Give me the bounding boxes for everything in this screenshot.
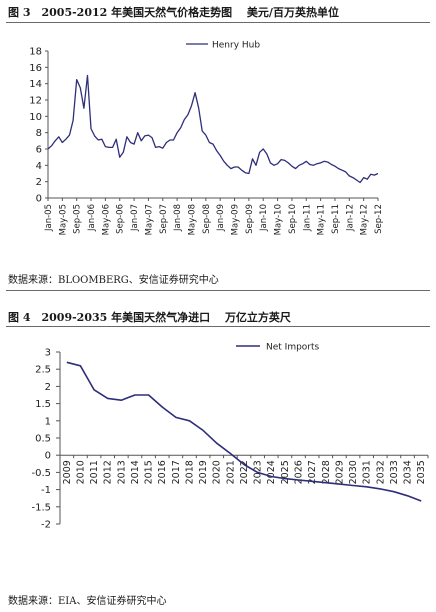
x-tick-label: Jan-05 bbox=[44, 204, 54, 232]
x-tick-label: 2030 bbox=[348, 460, 359, 484]
legend-label: Net Imports bbox=[266, 343, 320, 353]
x-tick-label: 2020 bbox=[212, 460, 223, 484]
x-tick-label: 2009 bbox=[62, 460, 73, 484]
series-line-henry-hub bbox=[47, 74, 379, 184]
x-tick-label: 2014 bbox=[130, 460, 141, 484]
x-tick-label: Sep-10 bbox=[288, 204, 298, 234]
x-tick-label: Sep-12 bbox=[374, 204, 384, 234]
y-tick-label: 16 bbox=[29, 63, 42, 74]
x-tick-label: Sep-07 bbox=[159, 204, 169, 234]
y-tick-label: 0.5 bbox=[35, 434, 51, 445]
y-tick-label: 2.5 bbox=[35, 365, 51, 376]
x-tick-label: 2031 bbox=[362, 460, 373, 484]
x-tick-label: May-12 bbox=[360, 204, 370, 235]
x-tick-label: May-05 bbox=[58, 204, 68, 235]
y-tick-label: 2 bbox=[45, 382, 51, 393]
legend-label: Henry Hub bbox=[212, 41, 260, 51]
x-tick-label: 2011 bbox=[89, 460, 100, 484]
x-tick-label: May-06 bbox=[101, 204, 111, 235]
title-rule bbox=[6, 22, 430, 23]
x-tick-label: 2019 bbox=[198, 460, 209, 484]
x-tick-label: 2032 bbox=[375, 460, 386, 484]
x-tick-label: 2028 bbox=[321, 460, 332, 484]
x-tick-label: Sep-09 bbox=[245, 204, 255, 234]
y-tick-label: 1.5 bbox=[35, 399, 51, 410]
x-tick-label: 2012 bbox=[103, 460, 114, 484]
x-tick-label: 2017 bbox=[171, 460, 182, 484]
x-tick-label: 2010 bbox=[75, 460, 86, 484]
figure-4-source: 数据来源：EIA、安信证券研究中心 bbox=[8, 596, 167, 607]
x-tick-label: Sep-11 bbox=[331, 204, 341, 234]
figure-4-title: 图 4 2009-2035 年美国天然气净进口 万亿立方英尺 bbox=[8, 311, 291, 324]
y-tick-label: -0.5 bbox=[31, 468, 51, 479]
x-tick-label: 2029 bbox=[334, 460, 345, 484]
x-tick-label: 2025 bbox=[280, 460, 291, 484]
x-tick-label: Jan-11 bbox=[302, 204, 312, 232]
y-tick-label: 8 bbox=[36, 128, 42, 139]
x-tick-label: 2034 bbox=[403, 460, 414, 484]
y-tick-label: 0 bbox=[45, 451, 51, 462]
x-tick-label: 2018 bbox=[184, 460, 195, 484]
x-tick-label: Sep-08 bbox=[202, 204, 212, 234]
title-rule bbox=[6, 326, 430, 327]
y-tick-label: -1 bbox=[41, 485, 51, 496]
x-tick-label: Sep-05 bbox=[73, 204, 83, 234]
source-rule bbox=[6, 290, 430, 291]
x-tick-label: Jan-08 bbox=[173, 204, 183, 232]
y-tick-label: -1.5 bbox=[31, 502, 51, 513]
x-tick-label: 2022 bbox=[239, 460, 250, 484]
y-tick-label: 10 bbox=[29, 112, 42, 123]
x-tick-label: 2015 bbox=[144, 460, 155, 484]
x-tick-label: Jan-06 bbox=[87, 204, 97, 232]
x-tick-label: 2027 bbox=[307, 460, 318, 484]
x-tick-label: 2026 bbox=[294, 460, 305, 484]
price-chart: 0 2 4 6 8 10 12 14 16 18 Jan-05 May-05 Sep-05 Jan-06 M… bbox=[29, 41, 384, 236]
x-tick-label: May-10 bbox=[274, 204, 284, 235]
x-tick-label: May-08 bbox=[187, 204, 197, 235]
series-line-net-imports bbox=[66, 361, 422, 502]
y-tick-label: 2 bbox=[36, 177, 42, 188]
y-tick-label: 0 bbox=[36, 194, 42, 205]
y-tick-label: -2 bbox=[41, 520, 51, 531]
y-tick-label: 4 bbox=[36, 161, 42, 172]
x-tick-label: Jan-10 bbox=[259, 204, 269, 232]
y-tick-label: 1 bbox=[45, 416, 51, 427]
x-tick-label: 2021 bbox=[225, 460, 236, 484]
x-tick-label: 2033 bbox=[389, 460, 400, 484]
x-tick-label: Jan-12 bbox=[345, 204, 355, 232]
y-tick-label: 3 bbox=[45, 348, 51, 359]
x-tick-label: May-09 bbox=[231, 204, 241, 235]
figure-3-source: 数据来源：BLOOMBERG、安信证券研究中心 bbox=[8, 275, 219, 286]
x-tick-label: Sep-06 bbox=[116, 204, 126, 234]
x-tick-label: May-07 bbox=[144, 204, 154, 235]
x-tick-label: 2016 bbox=[157, 460, 168, 484]
y-tick-label: 12 bbox=[29, 96, 42, 107]
x-tick-label: 2024 bbox=[266, 460, 277, 484]
figure-3-title: 图 3 2005-2012 年美国天然气价格走势图 美元/百万英热单位 bbox=[8, 6, 339, 19]
x-tick-label: 2035 bbox=[416, 460, 427, 484]
y-tick-label: 14 bbox=[29, 79, 42, 90]
y-tick-label: 18 bbox=[29, 47, 42, 58]
x-tick-label: 2013 bbox=[116, 460, 127, 484]
x-tick-label: Jan-09 bbox=[216, 204, 226, 232]
x-tick-label: May-11 bbox=[317, 204, 327, 235]
y-tick-label: 6 bbox=[36, 145, 42, 156]
x-tick-label: Jan-07 bbox=[130, 204, 140, 232]
